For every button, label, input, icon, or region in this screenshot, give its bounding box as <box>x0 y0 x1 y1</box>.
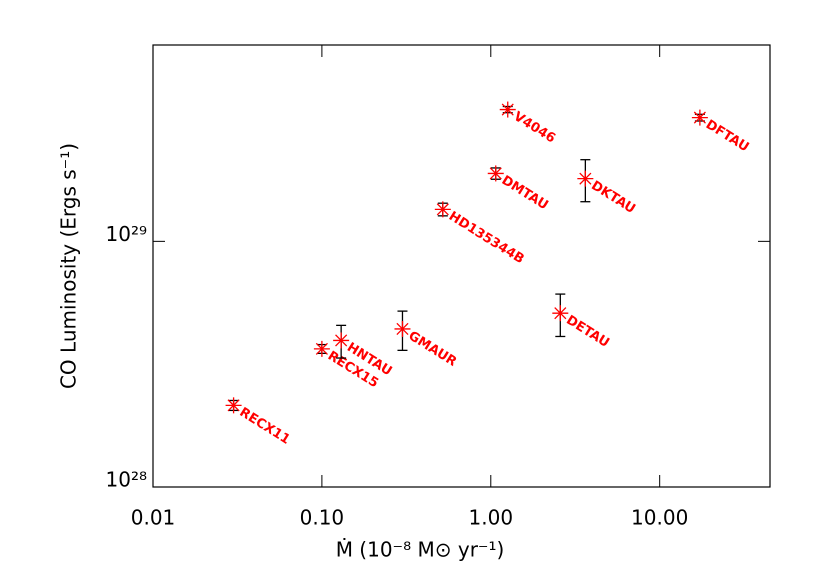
point-stroke <box>335 334 348 347</box>
x-tick-label: 0.01 <box>131 506 176 530</box>
y-tick-label: 10²⁹ <box>106 222 147 246</box>
point-stroke <box>489 167 502 180</box>
point <box>577 170 594 187</box>
plot-frame <box>152 44 771 488</box>
point <box>225 397 242 414</box>
point-stroke <box>501 103 514 116</box>
point-stroke <box>227 399 240 412</box>
x-tick-label: 1.00 <box>469 506 514 530</box>
point-stroke <box>693 111 706 124</box>
x-axis-label: Ṁ (10⁻⁸ M⊙ yr⁻¹) <box>336 538 505 562</box>
y-tick-label: 10²⁸ <box>106 468 147 492</box>
point-stroke <box>396 322 409 335</box>
point-stroke <box>315 342 328 355</box>
x-tick-label: 10.00 <box>631 506 688 530</box>
y-axis-label: CO Luminosity (Ergs s⁻¹) <box>57 143 81 389</box>
point <box>552 305 569 322</box>
point-stroke <box>436 203 449 216</box>
point-stroke <box>554 307 567 320</box>
point <box>313 340 330 357</box>
point-stroke <box>579 172 592 185</box>
point-label: GMAUR <box>406 329 460 370</box>
point <box>487 165 504 182</box>
point <box>333 332 350 349</box>
point-label: DFTAU <box>703 117 751 155</box>
point-label: DETAU <box>563 313 611 351</box>
point-label: RECX11 <box>237 405 293 448</box>
point <box>499 101 516 118</box>
point <box>434 201 451 218</box>
point-label: DKTAU <box>588 178 637 217</box>
point-label: DMTAU <box>499 173 551 213</box>
point-label: HD135344B <box>446 209 527 267</box>
point <box>394 320 411 337</box>
x-tick-label: 0.10 <box>300 506 345 530</box>
point-label: V4046 <box>511 109 558 146</box>
point <box>691 109 708 126</box>
